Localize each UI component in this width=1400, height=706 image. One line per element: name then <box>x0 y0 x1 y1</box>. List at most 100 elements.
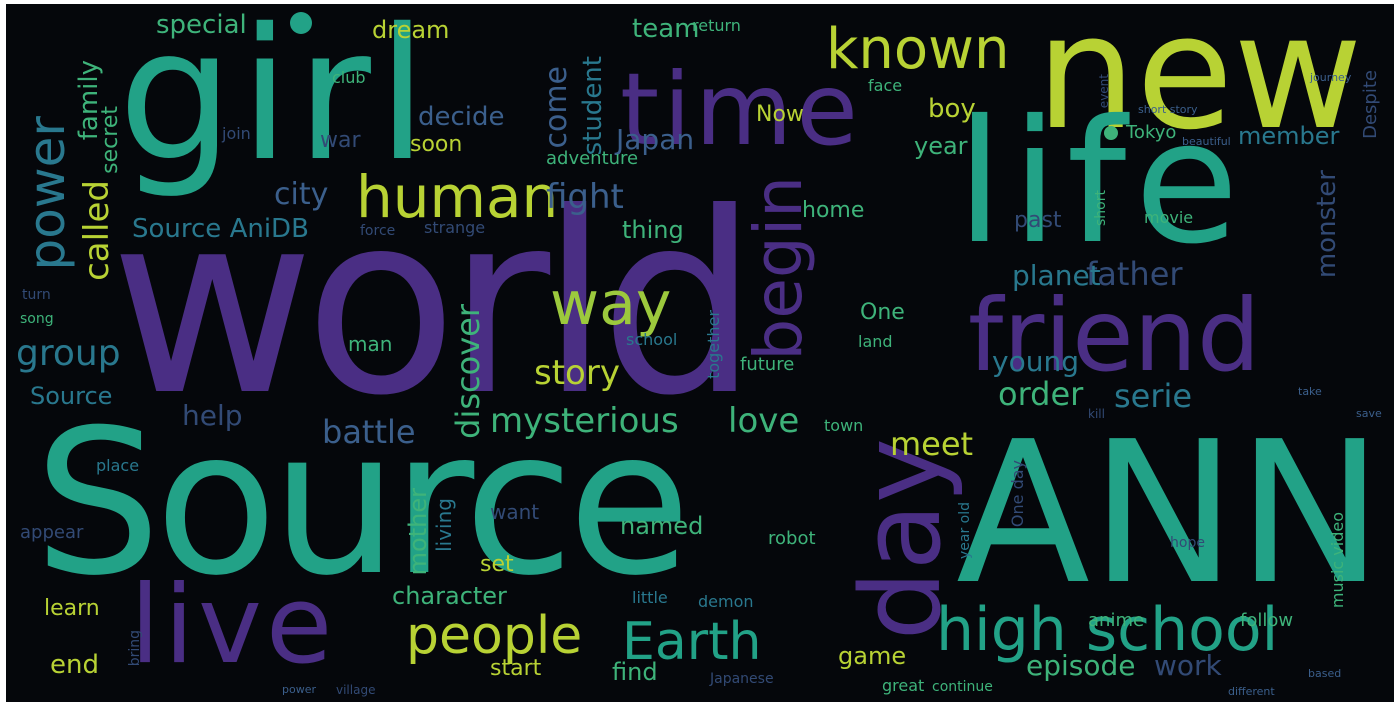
word-anime: anime <box>1088 610 1145 631</box>
word-face: face <box>868 76 903 95</box>
word-different: different <box>1228 685 1275 698</box>
word-follow: follow <box>1240 610 1294 631</box>
word-group: group <box>16 333 121 374</box>
word-friend: friend <box>968 277 1261 394</box>
word-japan: Japan <box>616 123 695 156</box>
word-find: find <box>612 658 658 686</box>
word-power-small: power <box>282 683 316 696</box>
word-called: called <box>77 180 117 281</box>
word-bring: bring <box>127 630 143 667</box>
word-beautiful: beautiful <box>1182 135 1231 148</box>
word-year: year <box>914 132 968 160</box>
word-event: event <box>1097 74 1111 109</box>
word-past: past <box>1014 208 1062 233</box>
word-save: save <box>1356 407 1382 420</box>
word-named: named <box>620 512 704 540</box>
word-monster: monster <box>1312 170 1342 279</box>
word-year-old: year old <box>957 502 973 560</box>
word-want: want <box>490 500 540 524</box>
word-team: team <box>632 14 700 44</box>
word-discover: discover <box>449 304 487 439</box>
word-one: One <box>860 300 905 325</box>
word-strange: strange <box>424 218 486 237</box>
word-japanese: Japanese <box>710 671 774 687</box>
word-life: life <box>956 84 1247 282</box>
word-club: club <box>332 68 366 87</box>
word-power: power <box>18 116 76 271</box>
word-return: return <box>692 16 741 35</box>
word-order: order <box>998 375 1084 413</box>
word-live: live <box>130 563 337 688</box>
dot-mark <box>290 12 312 34</box>
word-short-story: short story <box>1138 103 1198 116</box>
word-fight: fight <box>546 177 624 217</box>
word-take: take <box>1298 385 1322 398</box>
word-song: song <box>20 311 54 327</box>
word-battle: battle <box>322 413 416 451</box>
word-work: work <box>1154 649 1222 682</box>
word-living: living <box>432 498 456 552</box>
word-village: village <box>336 683 376 697</box>
word-dream: dream <box>372 16 450 44</box>
word-kill: kill <box>1088 407 1105 421</box>
word-journey: journey <box>1310 71 1352 84</box>
word-movie: movie <box>1144 208 1194 227</box>
word-ann: ANN <box>956 400 1384 628</box>
word-little: little <box>632 588 668 607</box>
word-planet: planet <box>1012 259 1101 292</box>
word-young: young <box>992 345 1079 378</box>
word-human: human <box>356 163 559 231</box>
word-high-school: high school <box>936 595 1279 665</box>
word-soon: soon <box>410 132 463 157</box>
word-world: world <box>110 159 758 450</box>
word-end: end <box>50 650 99 680</box>
word-earth: Earth <box>622 612 762 672</box>
word-hope: hope <box>1170 535 1205 551</box>
word-known: known <box>826 17 1010 82</box>
word-appear: appear <box>20 522 84 543</box>
word-continue: continue <box>932 679 993 695</box>
word-meet: meet <box>890 425 974 463</box>
word-thing: thing <box>622 216 684 244</box>
word-people: people <box>406 606 583 666</box>
word-despite: Despite <box>1360 70 1381 139</box>
word-special: special <box>156 10 247 40</box>
word-girl: girl <box>118 4 434 201</box>
word-story: story <box>534 353 620 393</box>
word-place: place <box>96 456 140 475</box>
word-love: love <box>728 401 800 441</box>
dot-mark <box>1104 126 1118 140</box>
word-demon: demon <box>698 592 754 611</box>
word-help: help <box>182 399 243 432</box>
word-war: war <box>320 128 361 153</box>
word-source-small: Source <box>30 382 113 410</box>
word-cloud: world Source ANN girl new life friend ti… <box>6 4 1394 702</box>
word-school: school <box>626 330 678 349</box>
word-come: come <box>539 66 574 149</box>
word-home: home <box>802 198 865 223</box>
word-now: Now <box>756 102 804 127</box>
word-turn: turn <box>22 287 51 303</box>
word-father: father <box>1086 255 1183 293</box>
word-robot: robot <box>768 528 816 549</box>
word-learn: learn <box>44 596 100 621</box>
word-set: set <box>480 552 514 577</box>
word-force: force <box>360 223 396 239</box>
word-mysterious: mysterious <box>490 401 679 441</box>
word-episode: episode <box>1026 649 1136 682</box>
word-short: short <box>1093 190 1109 226</box>
word-based: based <box>1308 667 1342 680</box>
word-together: together <box>704 310 723 379</box>
word-source-anidb: Source AniDB <box>132 214 309 244</box>
word-new: new <box>1036 4 1363 165</box>
word-city: city <box>274 177 329 212</box>
word-decide: decide <box>418 102 505 132</box>
word-town: town <box>824 416 864 435</box>
word-boy: boy <box>928 94 976 124</box>
word-man: man <box>348 332 393 356</box>
word-future: future <box>740 354 795 375</box>
word-game: game <box>838 642 907 670</box>
word-start: start <box>490 656 542 681</box>
word-student: student <box>578 56 608 156</box>
word-tokyo: Tokyo <box>1126 122 1177 143</box>
